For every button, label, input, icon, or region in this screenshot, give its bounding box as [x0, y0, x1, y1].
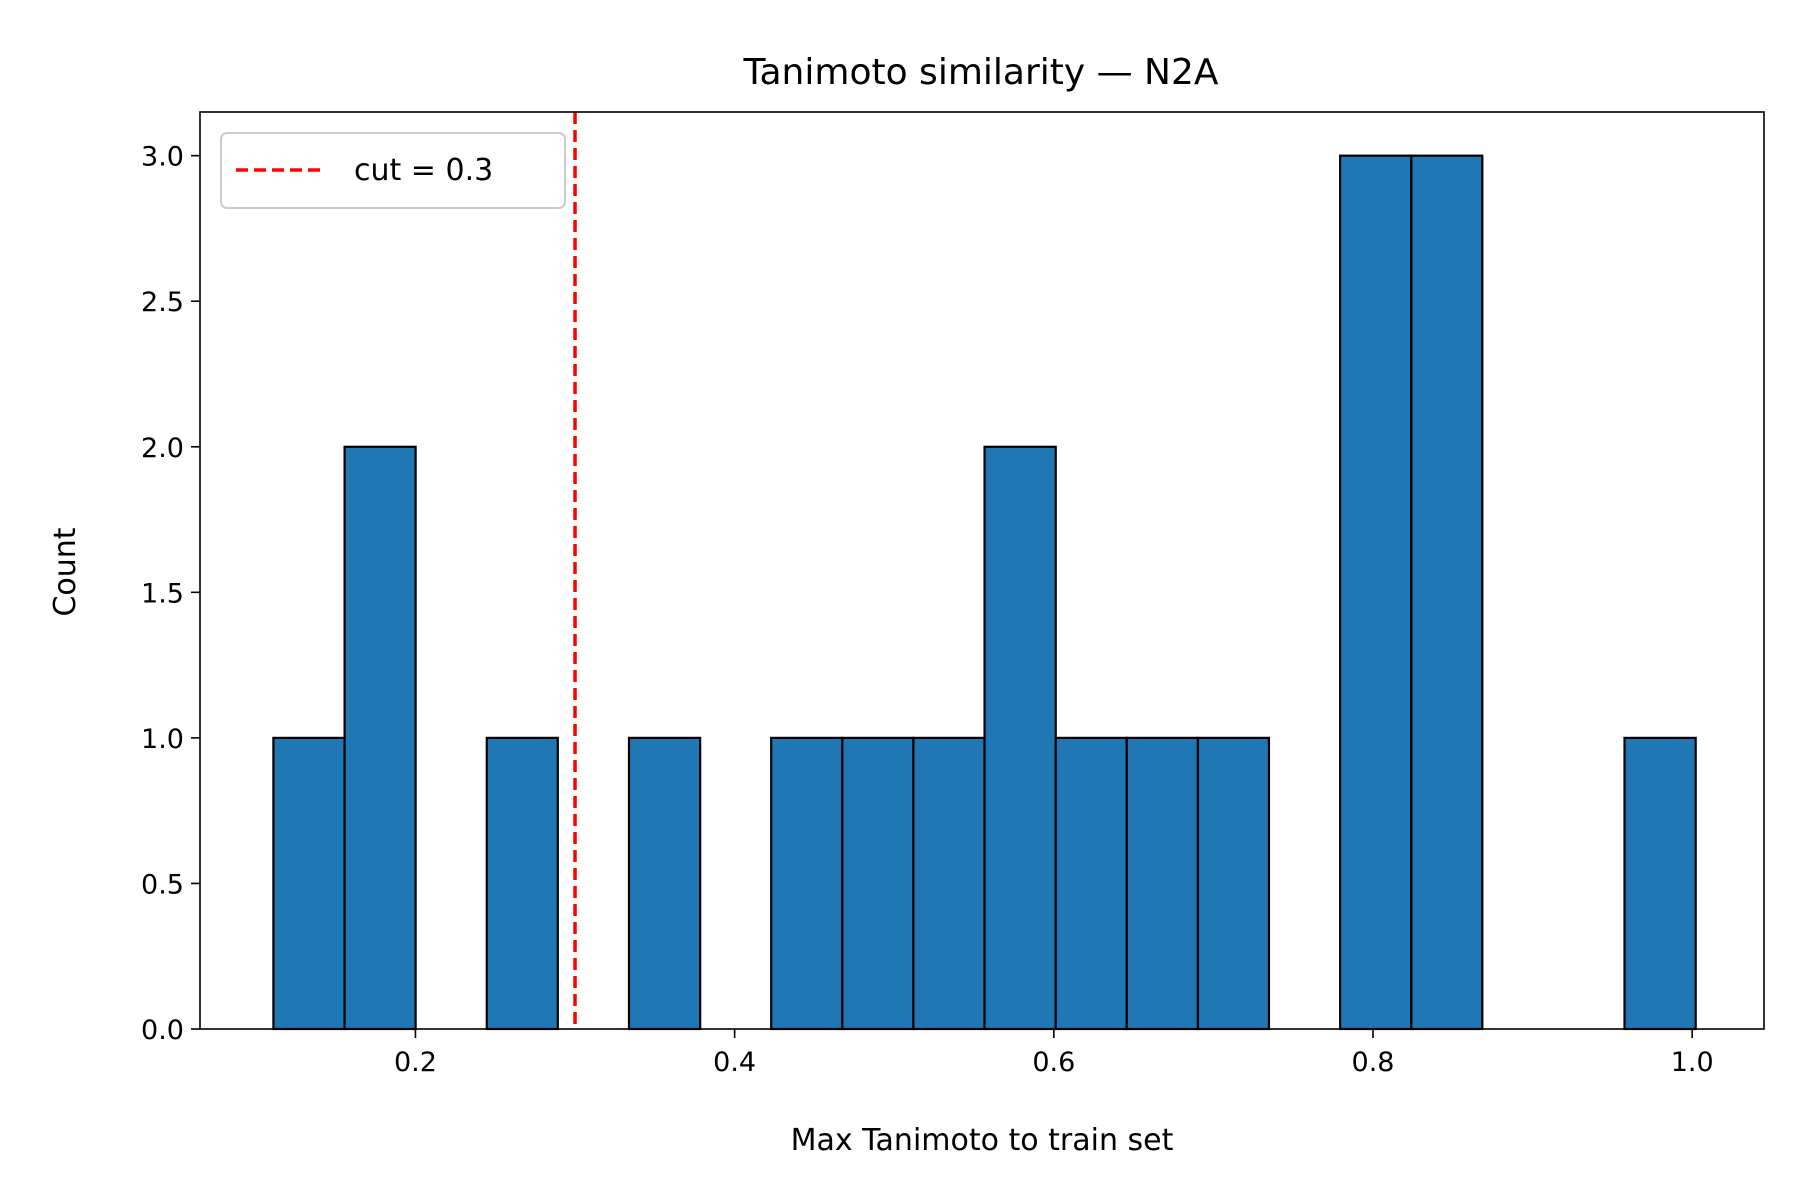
x-tick-label: 1.0	[1671, 1047, 1714, 1078]
y-axis-ticks: 0.0 0.5 1.0 1.5 2.0 2.5 3.0	[141, 142, 200, 1046]
histogram-bar	[770, 736, 844, 1031]
histogram-bar	[1339, 154, 1413, 1031]
y-axis-title: Count	[48, 527, 83, 616]
plot-frame	[199, 111, 1765, 1030]
x-tick-label: 0.4	[713, 1047, 756, 1078]
histogram-bar	[343, 445, 417, 1031]
histogram-bar	[485, 736, 559, 1031]
legend-entry-cut: cut = 0.3	[354, 153, 493, 188]
x-axis-ticks: 0.2 0.4 0.6 0.8 1.0	[394, 1029, 1714, 1078]
y-tick-label: 3.0	[141, 142, 184, 173]
histogram-bar	[1125, 736, 1200, 1031]
x-tick-label: 0.6	[1032, 1047, 1075, 1078]
y-tick-label: 0.0	[141, 1015, 184, 1046]
histogram-bars	[272, 154, 1697, 1031]
y-tick-label: 2.0	[141, 433, 184, 464]
histogram-bar	[627, 736, 702, 1031]
chart-title: Tanimoto similarity — N2A	[742, 52, 1218, 93]
histogram-bar	[1623, 736, 1697, 1031]
histogram-bar	[912, 736, 986, 1031]
legend: cut = 0.3	[220, 132, 566, 209]
y-tick-label: 2.5	[141, 287, 184, 318]
x-axis-title: Max Tanimoto to train set	[791, 1123, 1174, 1158]
y-tick-label: 1.0	[141, 724, 184, 755]
x-tick-label: 0.2	[394, 1047, 437, 1078]
x-tick-label: 0.8	[1352, 1047, 1395, 1078]
histogram-bar	[983, 445, 1057, 1031]
histogram-bar	[1410, 154, 1484, 1031]
histogram-bar	[841, 736, 915, 1031]
y-tick-label: 0.5	[141, 869, 184, 900]
legend-box	[220, 132, 566, 209]
y-tick-label: 1.5	[141, 578, 184, 609]
histogram-bar	[1196, 736, 1271, 1031]
histogram-bar	[272, 736, 346, 1031]
histogram-bar	[1054, 736, 1128, 1031]
